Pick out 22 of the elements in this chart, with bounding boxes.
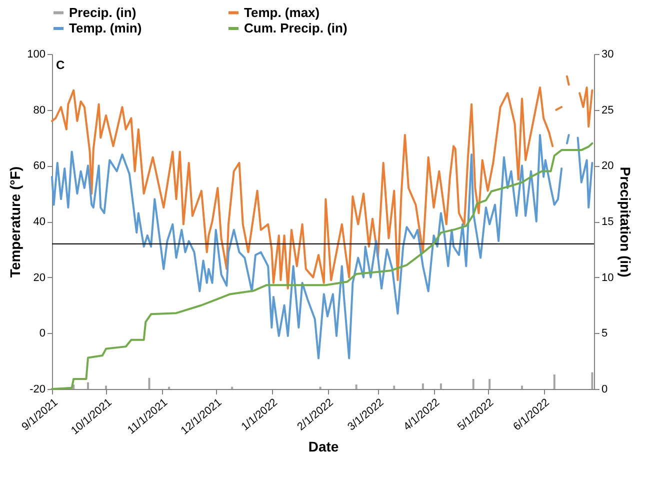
x-axis-title: Date: [308, 438, 339, 454]
y2-tick-label: 5: [602, 328, 608, 340]
y-tick-label: 60: [33, 160, 46, 172]
legend-label: Cum. Precip. (in): [244, 20, 348, 36]
y2-axis-title: Precipitation (in): [618, 166, 634, 278]
y2-tick-label: 30: [602, 48, 614, 60]
y-tick-label: 40: [33, 216, 46, 228]
y2-tick-label: 0: [602, 384, 608, 396]
legend-label: Temp. (max): [244, 4, 320, 20]
legend-label: Precip. (in): [69, 4, 136, 20]
y2-tick-label: 25: [602, 104, 614, 116]
y-axis-title: Temperature (°F): [7, 166, 24, 278]
y2-tick-label: 10: [602, 272, 614, 284]
y2-tick-label: 20: [602, 160, 614, 172]
y2-tick-label: 15: [602, 216, 614, 228]
y-tick-label: 80: [33, 104, 46, 116]
legend-label: Temp. (min): [69, 20, 142, 36]
y-tick-label: -20: [30, 384, 46, 396]
y-tick-label: 20: [33, 272, 46, 284]
y-tick-label: 100: [27, 48, 46, 60]
annotation: C: [56, 58, 65, 72]
y-tick-label: 0: [39, 328, 46, 340]
